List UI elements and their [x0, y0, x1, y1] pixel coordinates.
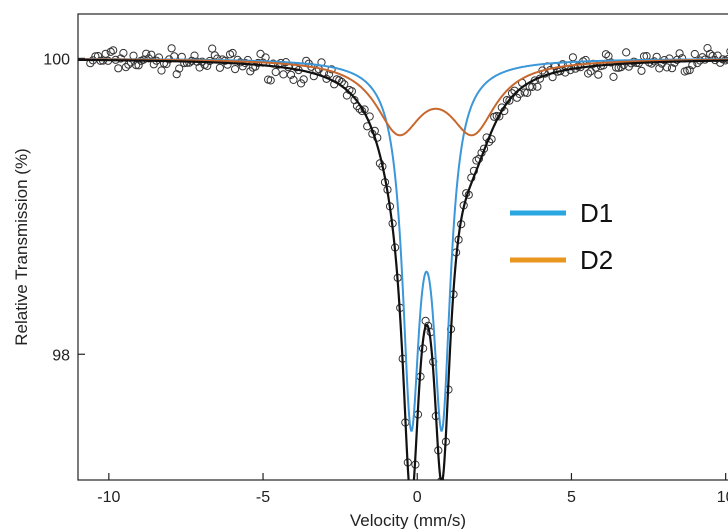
data-point — [505, 96, 514, 105]
x-tick-label: 5 — [567, 489, 576, 506]
data-point — [581, 55, 590, 65]
data-point — [157, 66, 166, 75]
data-point — [685, 66, 694, 75]
d2-curve — [78, 58, 728, 137]
fit-curves — [78, 57, 728, 480]
data-point — [134, 61, 143, 70]
data-point — [172, 70, 181, 79]
data-point — [533, 82, 542, 91]
data-point — [584, 69, 593, 78]
data-point — [289, 75, 298, 85]
data-point — [409, 482, 416, 489]
data-point — [495, 112, 504, 121]
data-point — [568, 53, 578, 62]
data-point — [662, 63, 672, 72]
data-point — [129, 51, 138, 60]
data-point — [690, 49, 699, 59]
legend: D1 D2 — [510, 198, 613, 275]
data-point — [279, 70, 288, 79]
x-tick-label: 10 — [717, 489, 728, 506]
data-point — [231, 65, 240, 74]
data-point — [667, 64, 677, 73]
data-point — [266, 76, 275, 85]
x-axis-label: Velocity (mm/s) — [350, 511, 466, 529]
data-point — [561, 68, 570, 77]
legend-label-d2: D2 — [580, 245, 613, 275]
data-point — [373, 133, 382, 142]
data-point — [675, 49, 684, 58]
data-point — [256, 49, 265, 59]
data-point — [726, 48, 728, 55]
data-point — [167, 44, 176, 53]
data-point — [147, 50, 156, 59]
data-point — [106, 47, 115, 56]
x-tick-label: 0 — [413, 489, 422, 506]
plot-frame — [77, 13, 728, 481]
total-fit-curve — [78, 58, 728, 480]
legend-label-d1: D1 — [580, 198, 613, 228]
data-point — [208, 44, 217, 53]
data-point — [342, 91, 351, 100]
data-point — [440, 484, 447, 491]
data-point — [655, 64, 664, 73]
y-axis-label: Relative Transmission (%) — [12, 148, 31, 345]
data-point — [286, 70, 296, 80]
data-point — [119, 48, 128, 58]
y-tick-label: 100 — [43, 51, 70, 68]
data-point — [297, 79, 306, 88]
data-point — [121, 63, 131, 72]
data-points — [86, 44, 728, 491]
y-tick-label: 98 — [52, 347, 70, 364]
data-point — [271, 67, 280, 77]
data-point — [299, 75, 308, 84]
data-point — [175, 64, 184, 73]
data-point — [142, 49, 151, 58]
data-point — [622, 48, 631, 57]
axis-ticks: -10 -5 0 5 10 98 100 — [43, 51, 728, 506]
data-point — [109, 46, 118, 55]
data-point — [601, 50, 611, 59]
data-point — [594, 70, 603, 79]
data-point — [228, 48, 237, 58]
data-point — [609, 72, 618, 82]
data-point — [637, 66, 646, 75]
data-point — [706, 49, 715, 59]
data-point — [215, 63, 224, 72]
data-point — [558, 60, 567, 69]
data-point — [114, 64, 123, 73]
x-tick-label: -10 — [97, 489, 120, 506]
data-point — [101, 49, 110, 58]
x-tick-label: -5 — [256, 489, 270, 506]
